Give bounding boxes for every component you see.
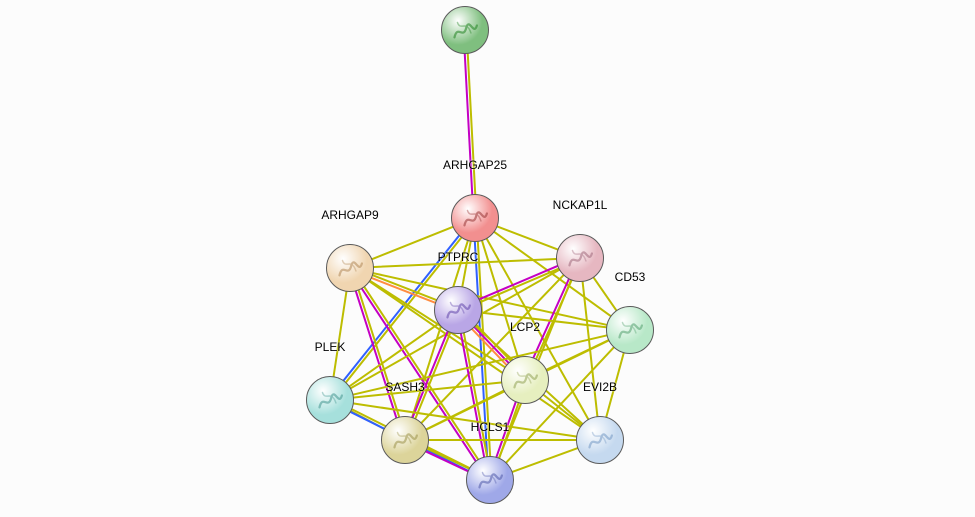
node-nckap1l[interactable]: NCKAP1L bbox=[556, 234, 604, 282]
node-circle[interactable] bbox=[306, 376, 354, 424]
node-atg7[interactable]: ATG7 bbox=[441, 6, 489, 54]
protein-structure-icon bbox=[615, 315, 645, 345]
protein-structure-icon bbox=[443, 295, 473, 325]
edges-layer bbox=[0, 0, 975, 517]
node-circle[interactable] bbox=[576, 416, 624, 464]
node-sash3[interactable]: SASH3 bbox=[381, 416, 429, 464]
protein-structure-icon bbox=[390, 425, 420, 455]
protein-structure-icon bbox=[475, 465, 505, 495]
edge-ARHGAP9-PTPRC bbox=[373, 275, 436, 300]
node-circle[interactable] bbox=[501, 356, 549, 404]
edge-ARHGAP25-HCLS1 bbox=[478, 242, 490, 456]
node-circle[interactable] bbox=[451, 194, 499, 242]
edge-PTPRC-SASH3 bbox=[415, 333, 450, 419]
edge-NCKAP1L-EVI2B bbox=[583, 282, 598, 416]
edge-ARHGAP9-PLEK bbox=[334, 292, 347, 377]
edge-ARHGAP9-NCKAP1L bbox=[374, 259, 556, 267]
edge-ARHGAP9-SASH3 bbox=[359, 290, 399, 416]
edge-PTPRC-SASH3 bbox=[413, 332, 448, 418]
node-cd53[interactable]: CD53 bbox=[606, 306, 654, 354]
edge-CD53-PLEK bbox=[353, 335, 606, 394]
node-label: PLEK bbox=[315, 340, 346, 354]
protein-structure-icon bbox=[585, 425, 615, 455]
node-arhgap25[interactable]: ARHGAP25 bbox=[451, 194, 499, 242]
node-circle[interactable] bbox=[441, 6, 489, 54]
edge-ARHGAP25-LCP2 bbox=[482, 241, 518, 357]
protein-structure-icon bbox=[335, 253, 365, 283]
network-stage: ATG7 ARHGAP25 NCKAP1L ARHGAP9 PTPRC CD53 PLEK L… bbox=[0, 0, 975, 517]
edge-PLEK-SASH3 bbox=[351, 411, 384, 428]
node-ptprc[interactable]: PTPRC bbox=[434, 286, 482, 334]
edge-PTPRC-PLEK bbox=[350, 324, 439, 386]
node-label: LCP2 bbox=[510, 320, 540, 334]
edge-ARHGAP9-PTPRC bbox=[372, 278, 435, 303]
protein-structure-icon bbox=[565, 243, 595, 273]
edge-CD53-EVI2B bbox=[606, 353, 623, 417]
edge-PTPRC-HCLS1 bbox=[464, 333, 487, 456]
node-label: EVI2B bbox=[583, 380, 617, 394]
edge-NCKAP1L-LCP2 bbox=[533, 279, 568, 357]
edge-LCP2-HCLS1 bbox=[497, 402, 516, 457]
node-arhgap9[interactable]: ARHGAP9 bbox=[326, 244, 374, 292]
node-label: HCLS1 bbox=[471, 420, 510, 434]
edge-NCKAP1L-LCP2 bbox=[536, 280, 571, 358]
node-label: ARHGAP25 bbox=[443, 158, 507, 172]
protein-structure-icon bbox=[510, 365, 540, 395]
node-plek[interactable]: PLEK bbox=[306, 376, 354, 424]
node-evi2b[interactable]: EVI2B bbox=[576, 416, 624, 464]
edge-CD53-LCP2 bbox=[547, 340, 609, 369]
edge-PTPRC-CD53 bbox=[482, 313, 606, 327]
edge-ARHGAP25-NCKAP1L bbox=[497, 227, 557, 250]
protein-structure-icon bbox=[460, 203, 490, 233]
node-label: SASH3 bbox=[385, 380, 424, 394]
edge-ATG7-ARHGAP25 bbox=[468, 54, 475, 194]
node-circle[interactable] bbox=[556, 234, 604, 282]
node-label: NCKAP1L bbox=[553, 198, 608, 212]
edge-LCP2-HCLS1 bbox=[499, 403, 518, 458]
node-label: ARHGAP9 bbox=[321, 208, 378, 222]
edge-PTPRC-HCLS1 bbox=[461, 334, 484, 457]
node-circle[interactable] bbox=[606, 306, 654, 354]
edge-ARHGAP25-HCLS1 bbox=[475, 242, 487, 456]
edge-SASH3-HCLS1 bbox=[426, 452, 468, 472]
node-label: CD53 bbox=[615, 270, 646, 284]
node-lcp2[interactable]: LCP2 bbox=[501, 356, 549, 404]
node-circle[interactable] bbox=[326, 244, 374, 292]
node-label: PTPRC bbox=[438, 250, 479, 264]
protein-structure-icon bbox=[315, 385, 345, 415]
node-circle[interactable] bbox=[466, 456, 514, 504]
node-circle[interactable] bbox=[381, 416, 429, 464]
edge-LCP2-PLEK bbox=[354, 382, 501, 397]
edge-ATG7-ARHGAP25 bbox=[465, 54, 472, 194]
node-hcls1[interactable]: HCLS1 bbox=[466, 456, 514, 504]
edge-SASH3-HCLS1 bbox=[427, 449, 469, 469]
edge-ARHGAP9-SASH3 bbox=[356, 291, 396, 417]
node-circle[interactable] bbox=[434, 286, 482, 334]
edge-LCP2-SASH3 bbox=[426, 391, 503, 430]
protein-structure-icon bbox=[450, 15, 480, 45]
edge-HCLS1-EVI2B bbox=[513, 448, 578, 472]
edge-NCKAP1L-PTPRC bbox=[479, 266, 557, 299]
edge-ARHGAP25-PTPRC bbox=[462, 242, 470, 287]
edge-NCKAP1L-PTPRC bbox=[481, 269, 559, 302]
edge-ARHGAP25-ARHGAP9 bbox=[372, 227, 452, 259]
